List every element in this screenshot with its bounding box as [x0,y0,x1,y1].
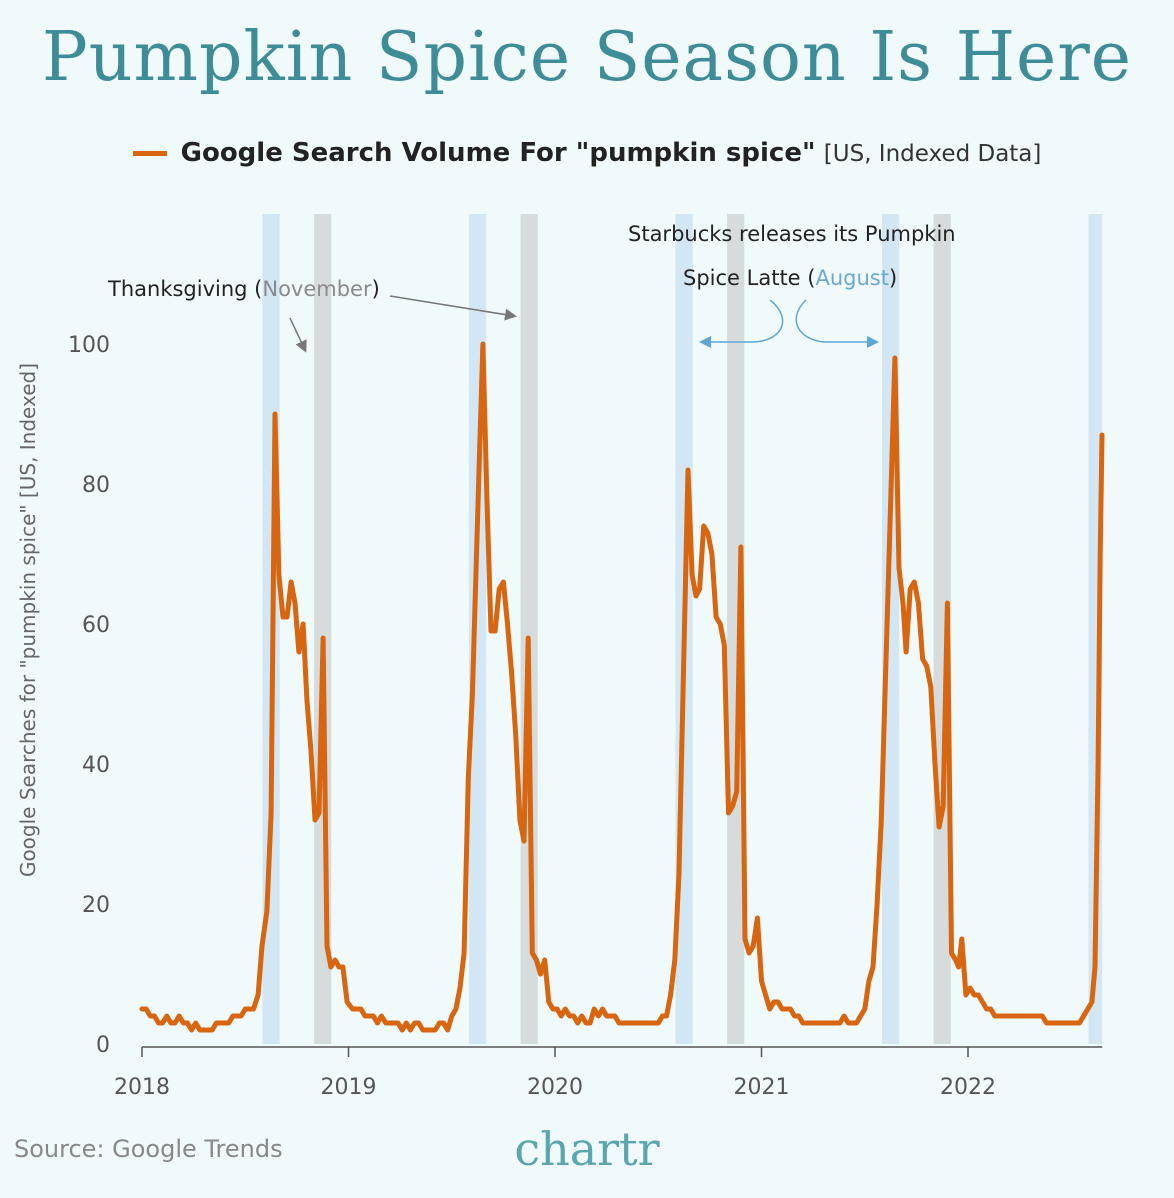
x-tick-label: 2018 [114,1075,170,1100]
annotation-text: Spice Latte ( [683,266,816,290]
y-tick-label: 20 [82,893,110,918]
x-tick-label: 2019 [321,1075,377,1100]
x-tick-label: 2021 [734,1075,790,1100]
y-tick-label: 60 [82,613,110,638]
annotation-month: August [815,266,889,290]
x-tick-label: 2020 [527,1075,583,1100]
annotation-text: ) [371,277,380,301]
legend: Google Search Volume For "pumpkin spice"… [0,138,1174,168]
annotation-arrow [795,299,879,348]
legend-label: Google Search Volume For "pumpkin spice" [180,138,816,168]
y-tick-label: 100 [68,333,110,358]
source-note: Source: Google Trends [14,1135,283,1163]
annotation-text: ) [888,266,898,290]
y-tick-label: 0 [96,1033,110,1058]
shaded-band-november [520,214,538,1044]
y-tick-label: 40 [82,753,110,778]
series-line [139,341,1105,1033]
shaded-band-november [933,214,951,1044]
chartr-logo: chartr [514,1122,660,1176]
legend-swatch [132,151,167,156]
annotation-arrow [699,299,784,348]
x-tick-label: 2022 [940,1075,996,1100]
annotation-arrow [389,295,517,321]
annotation-thanksgiving: Thanksgiving (November) [108,277,380,301]
annotation-arrow [289,317,307,353]
annotation-starbucks-line2: Spice Latte (August) [683,266,897,290]
annotation-starbucks-line1: Starbucks releases its Pumpkin [628,222,956,246]
y-axis-label: Google Searches for "pumpkin spice" [US,… [16,362,40,878]
shaded-band-august [468,214,487,1044]
y-tick-label: 80 [82,473,110,498]
chart-title: Pumpkin Spice Season Is Here [41,18,1132,97]
annotation-text: Thanksgiving ( [108,277,263,301]
annotation-month: November [262,277,372,301]
legend-sublabel: [US, Indexed Data] [823,141,1042,167]
shaded-band-november [727,214,745,1044]
